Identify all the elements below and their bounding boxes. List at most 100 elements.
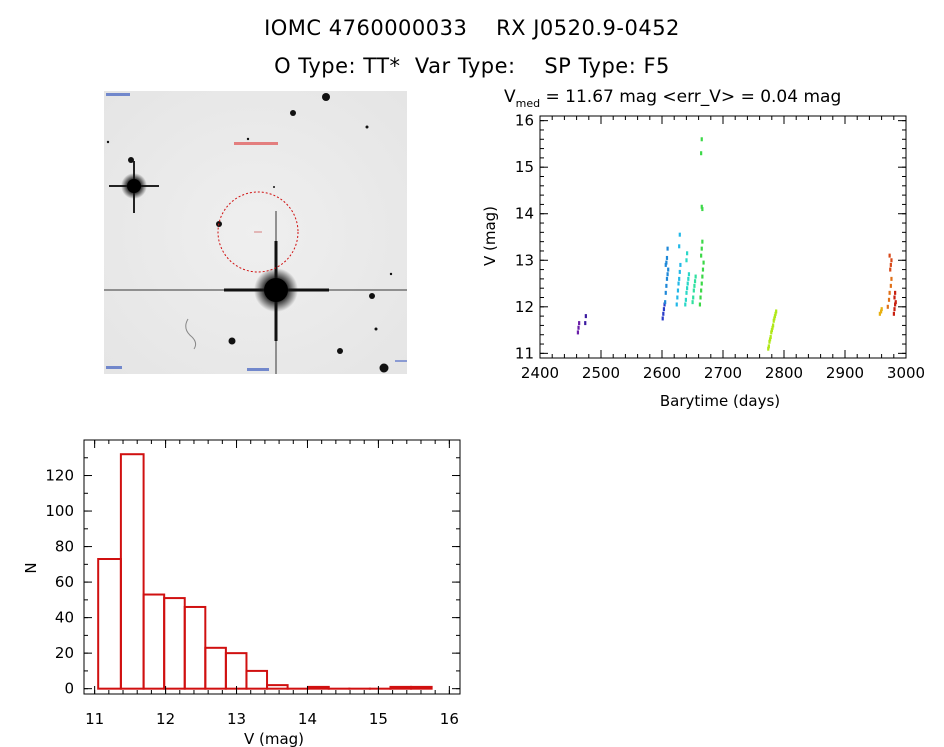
hist-xtick-label: 13 (227, 710, 246, 728)
lc-point (772, 323, 775, 328)
lc-point (677, 281, 680, 286)
lc-point (678, 269, 681, 274)
lc-points (576, 137, 897, 351)
lc-point (770, 328, 773, 333)
lc-point (584, 321, 587, 326)
lc-point (768, 339, 771, 344)
lc-point (678, 244, 681, 249)
lc-ylabel: V (mag) (481, 206, 499, 266)
lc-point (698, 302, 702, 307)
lc-point (684, 302, 687, 307)
lc-ytick-label: 14 (515, 205, 534, 223)
lc-frame (539, 115, 907, 359)
hist-bar (119, 453, 145, 690)
lc-point (700, 204, 703, 209)
lc-point (700, 151, 703, 156)
hist-bar (266, 684, 289, 690)
lc-point (890, 276, 893, 281)
lc-point (662, 311, 665, 316)
hist-bars (97, 453, 433, 690)
lc-point (888, 290, 891, 295)
lc-point (701, 267, 705, 272)
lc-xtick-label: 3000 (887, 364, 925, 382)
lc-point (692, 295, 695, 300)
lc-point (687, 272, 691, 277)
lc-ytick-label: 15 (515, 158, 534, 176)
lc-point (775, 309, 778, 314)
lc-point (667, 267, 670, 272)
lc-point (894, 302, 897, 307)
light-curve-chart: Vmed = 11.67 mag <err_V> = 0.04 mag 2400… (481, 87, 925, 410)
hist-bar (204, 646, 227, 690)
hist-bar (224, 652, 248, 690)
sky-background (104, 91, 407, 374)
lc-point (887, 297, 891, 302)
lc-point (771, 325, 774, 330)
lc-point (693, 283, 696, 288)
hist-axes: 11 12 13 14 15 16 0 20 40 60 80 100 120 (45, 439, 461, 728)
lc-point (664, 262, 667, 267)
lc-point (894, 300, 897, 305)
hist-ytick-label: 60 (55, 573, 74, 591)
lc-point (686, 286, 689, 291)
lc-point (687, 276, 690, 281)
lc-point (691, 300, 694, 305)
lc-point (773, 316, 776, 321)
lc-point (694, 274, 697, 279)
lc-point (700, 253, 703, 258)
lc-point (889, 283, 892, 288)
hist-bar (163, 597, 186, 690)
lc-point (700, 246, 703, 251)
lc-point (665, 260, 668, 265)
hist-bar (97, 558, 122, 690)
lc-point (686, 281, 689, 286)
hist-bar (245, 669, 269, 690)
lc-point (664, 300, 667, 305)
lc-point (890, 258, 893, 263)
lc-point (664, 290, 667, 295)
lc-point (886, 304, 889, 309)
lc-point (700, 281, 703, 286)
lc-point (684, 297, 687, 302)
lc-xlabel: Barytime (days) (660, 392, 780, 410)
lc-xtick-label: 2800 (765, 364, 803, 382)
lc-point (769, 335, 772, 340)
hist-bar (142, 593, 166, 690)
lc-point (578, 321, 581, 326)
lc-title-rest: = 11.67 mag <err_V> = 0.04 mag (540, 87, 841, 107)
lc-point (576, 330, 580, 335)
lc-title-sub: med (516, 97, 540, 110)
lc-point (888, 253, 891, 258)
lc-point (665, 255, 669, 260)
lc-point (577, 325, 580, 330)
lc-point (878, 311, 881, 316)
lc-point (701, 207, 704, 212)
lc-point (700, 137, 703, 142)
corner-label-bl (106, 366, 122, 369)
lc-title-v: V (504, 87, 516, 107)
lc-point (700, 288, 703, 293)
lc-point (665, 276, 669, 281)
lc-point (701, 239, 704, 244)
lc-point (676, 295, 679, 300)
lc-point (701, 274, 704, 279)
star-left (109, 161, 159, 213)
hist-xtick-label: 11 (85, 710, 104, 728)
lc-axes: 2400 2500 2600 2700 2800 2900 3000 11 12 13 14 15 16 (515, 112, 925, 382)
lc-xtick-label: 2400 (521, 364, 559, 382)
lc-point (686, 251, 689, 256)
bright-star (104, 211, 407, 374)
lc-point (889, 262, 892, 267)
scale-label (247, 368, 269, 371)
hist-ytick-label: 40 (55, 609, 74, 627)
lc-point (693, 279, 697, 284)
hist-ytick-label: 0 (64, 680, 74, 698)
hist-xtick-label: 14 (298, 710, 317, 728)
lc-point (774, 311, 777, 316)
lc-point (666, 246, 669, 251)
lc-point (699, 295, 702, 300)
hist-xlabel: V (mag) (244, 730, 304, 747)
lc-xtick-label: 2600 (643, 364, 681, 382)
hist-ytick-label: 20 (55, 644, 74, 662)
target-circle (217, 191, 299, 273)
